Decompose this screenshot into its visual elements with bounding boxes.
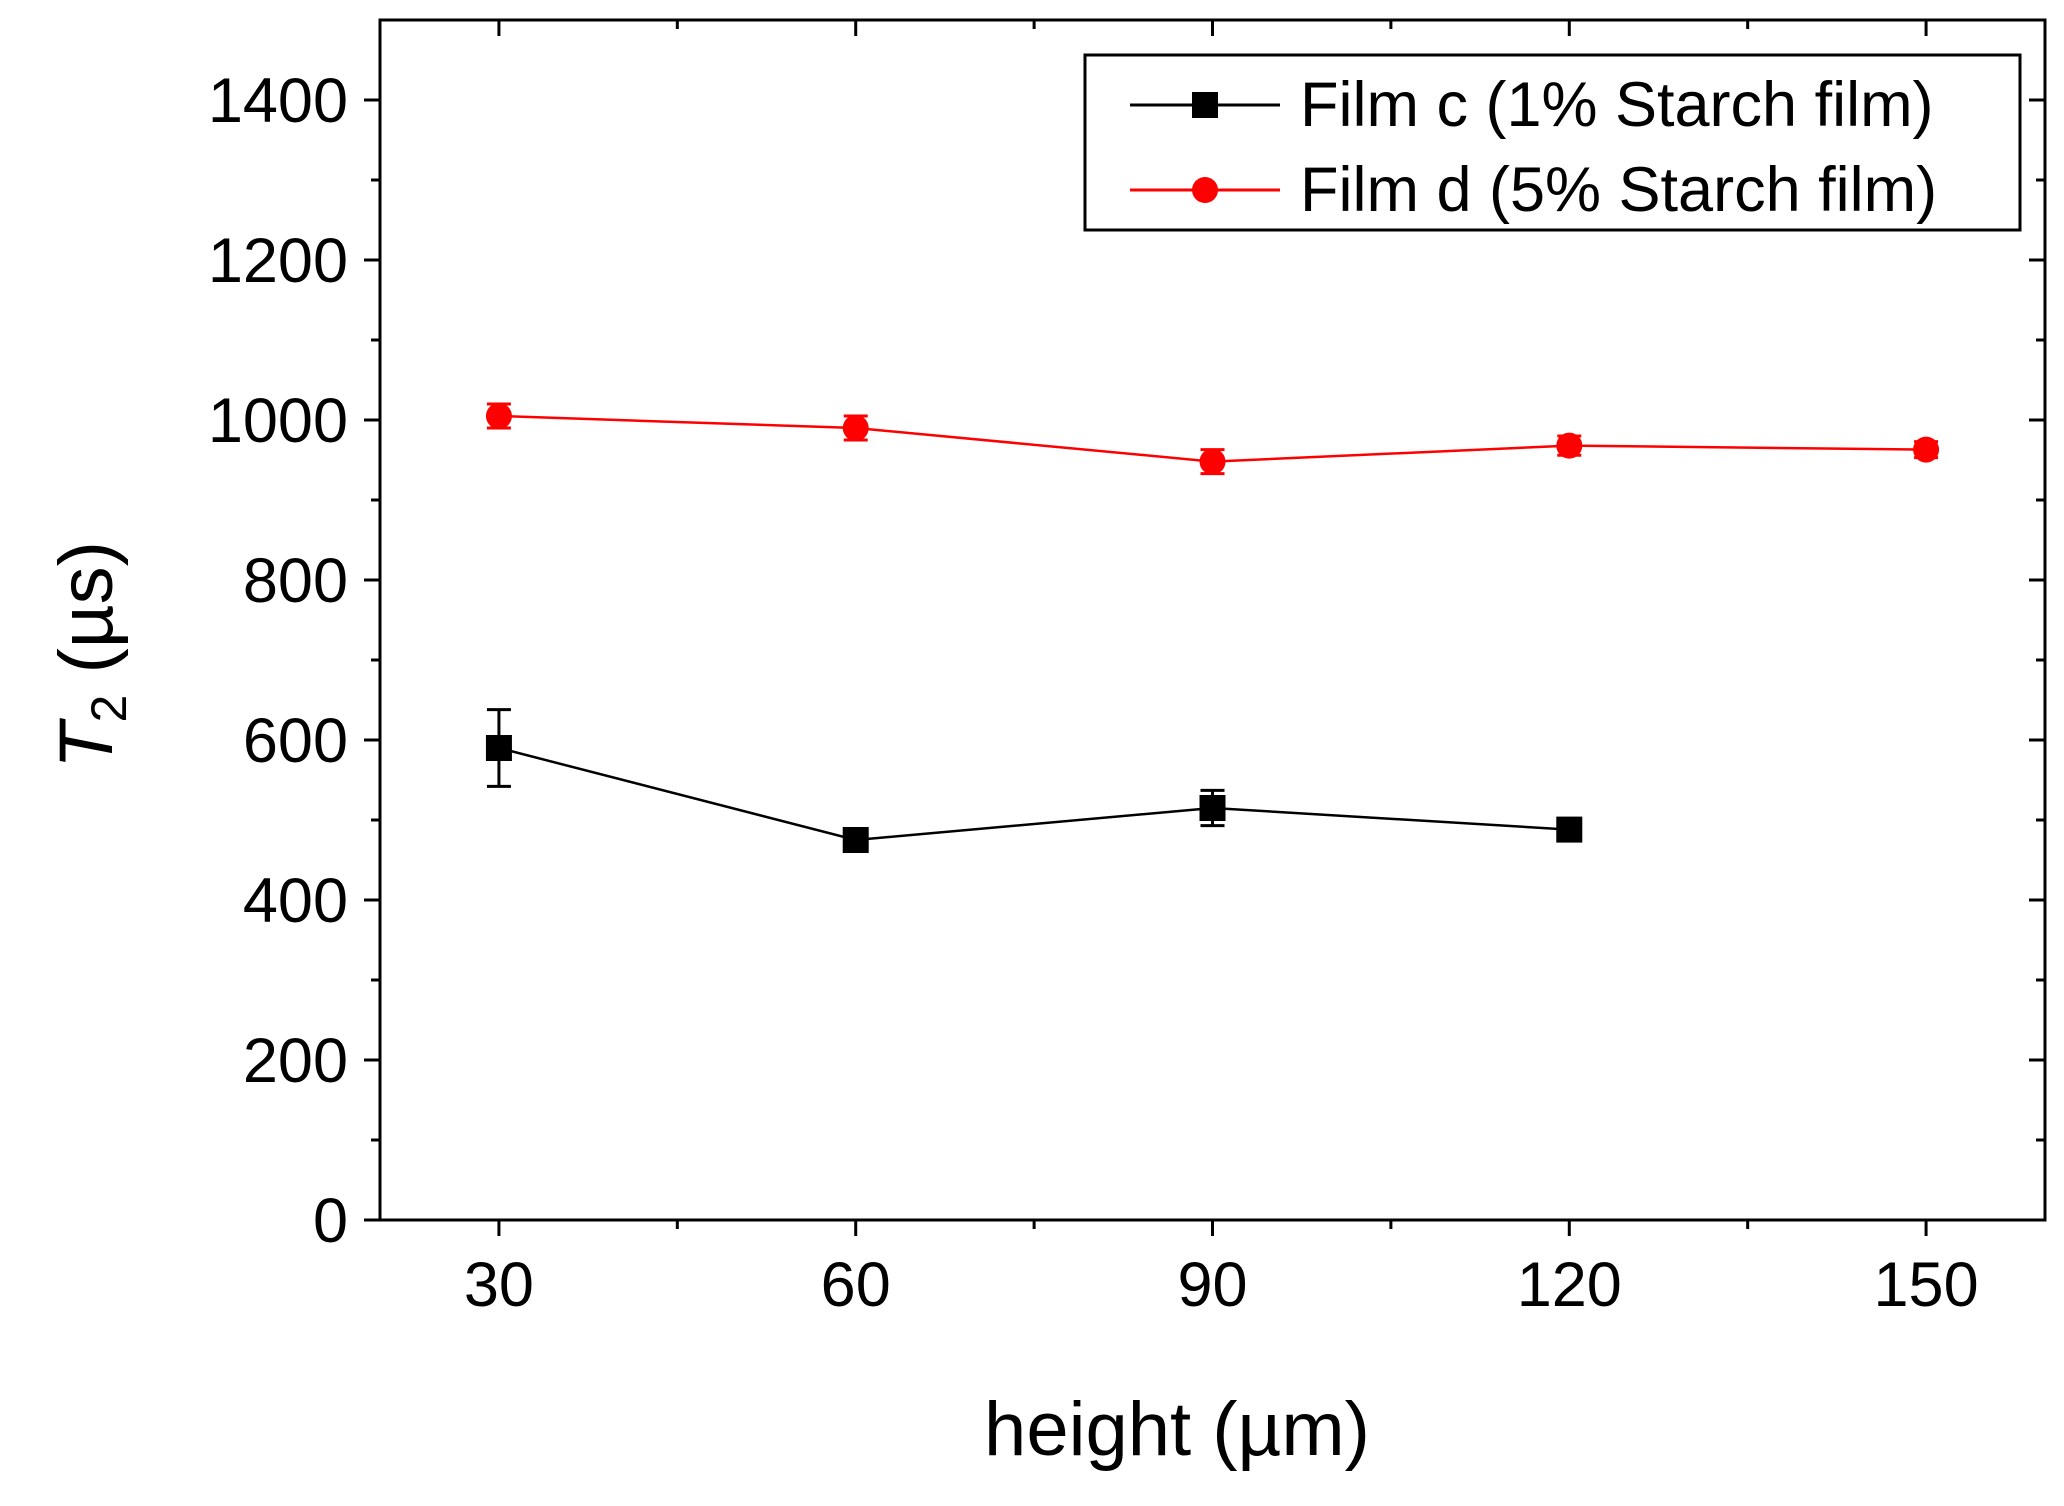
series-0-point: [1556, 816, 1583, 843]
legend-box: [1083, 53, 2022, 232]
y-tick-label: 800: [243, 546, 348, 616]
series-layer: [485, 402, 1940, 853]
series-1-point: [1199, 448, 1226, 475]
y-tick-label: 400: [243, 866, 348, 936]
y-tick-label: 1400: [208, 66, 348, 136]
series-0-point: [1199, 795, 1226, 821]
legend-label-film-d: Film d (5% Starch film): [1300, 155, 1937, 225]
x-tick-label: 150: [1874, 1250, 1979, 1320]
plot-frame: [378, 18, 2047, 1222]
series-1-point: [1556, 432, 1583, 459]
legend-marker-film-d: [1192, 177, 1218, 203]
x-tick-label: 120: [1517, 1250, 1622, 1320]
series-0-line: [498, 746, 1570, 842]
y-tick-label: 600: [243, 706, 348, 776]
x-tick-label: 60: [821, 1250, 891, 1320]
y-tick-label: 0: [313, 1186, 348, 1256]
y-axis-title-main: T: [44, 718, 129, 769]
x-tick-label: 90: [1177, 1250, 1247, 1320]
legend: Film c (1% Starch film) Film d (5% Starc…: [1083, 53, 2022, 232]
series-0-point: [842, 827, 869, 853]
series-1-point: [1913, 436, 1940, 463]
x-axis-title: height (µm): [984, 1387, 1370, 1472]
y-tick-label: 1200: [208, 226, 348, 296]
y-axis-title: T2 (µs): [44, 541, 137, 769]
y-tick-label: 200: [243, 1026, 348, 1096]
series-1-point: [842, 415, 869, 441]
y-axis-title-subscript: 2: [81, 695, 137, 723]
tick-labels: 30 60 90 120 150 0 200 400 600 800 1000 1200 1400: [208, 66, 1979, 1320]
legend-label-film-c: Film c (1% Starch film): [1300, 70, 1934, 140]
series-1-point: [485, 403, 512, 429]
legend-marker-film-c: [1192, 92, 1218, 118]
y-axis-title-unit: (µs): [44, 541, 129, 695]
series-0-point: [485, 735, 512, 761]
x-tick-label: 30: [464, 1250, 534, 1320]
y-tick-label: 1000: [208, 386, 348, 456]
